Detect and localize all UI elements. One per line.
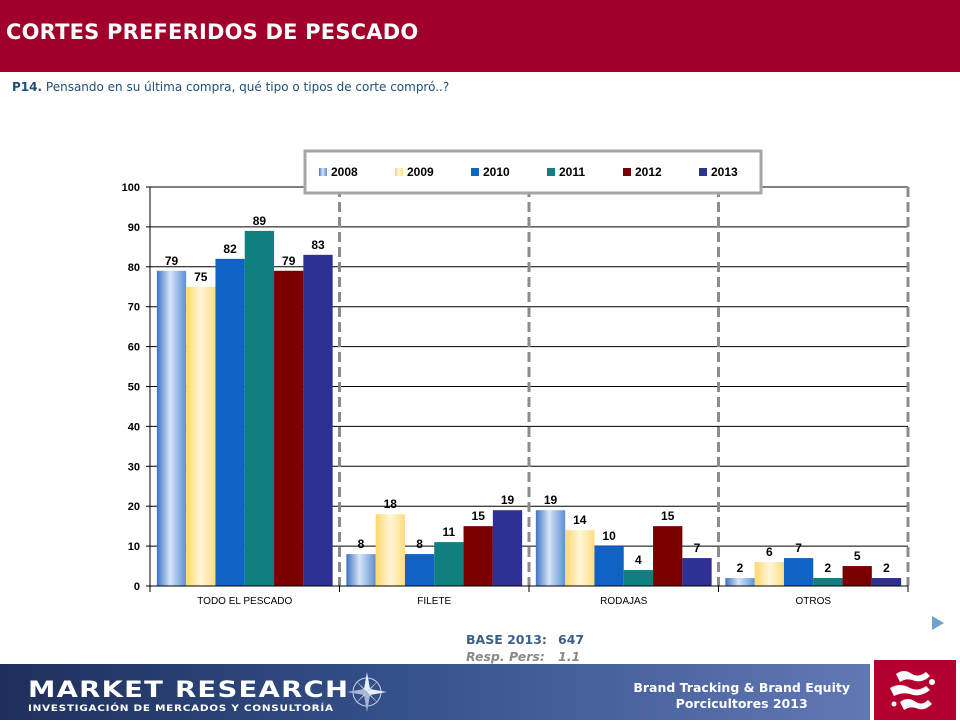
bar-2013 (871, 578, 902, 586)
legend-label: 2013 (711, 165, 738, 179)
corner-logo (870, 660, 960, 720)
legend-label: 2009 (407, 165, 434, 179)
bar-2010 (404, 554, 435, 586)
compass-rose-icon (347, 672, 387, 712)
data-label: 8 (416, 537, 423, 551)
brand-tracking-label: Brand Tracking & Brand Equity Porciculto… (633, 680, 850, 712)
legend-swatch-2008 (319, 168, 327, 176)
data-label: 2 (825, 561, 832, 575)
resp-label: Resp. Pers: (466, 649, 545, 664)
legend-label: 2012 (635, 165, 662, 179)
data-label: 14 (573, 513, 587, 527)
next-arrow-icon[interactable] (812, 616, 944, 630)
bar-2010 (783, 558, 814, 586)
data-label: 83 (311, 238, 325, 252)
data-label: 18 (384, 497, 398, 511)
data-label: 15 (661, 509, 675, 523)
y-tick-label: 30 (128, 461, 140, 473)
data-label: 19 (544, 493, 558, 507)
data-label: 7 (694, 541, 701, 555)
bar-2012 (274, 270, 304, 586)
bar-2013 (682, 558, 712, 586)
resp-value: 1.1 (558, 649, 581, 664)
bar-2010 (215, 258, 245, 586)
question-body: Pensando en su última compra, qué tipo o… (45, 80, 450, 94)
bar-2009 (565, 530, 595, 586)
resp-row: Resp. Pers: 1.1 (466, 648, 584, 665)
data-label: 10 (602, 529, 616, 543)
data-label: 89 (253, 214, 267, 228)
data-label: 79 (165, 254, 179, 268)
base-label: BASE 2013: (466, 632, 547, 647)
x-tick-label: OTROS (795, 596, 831, 607)
bar-2012 (653, 526, 683, 586)
legend-swatch-2010 (471, 168, 479, 176)
footer-band: MARKET RESEARCH INVESTIGACIÓN DE MERCADO… (0, 664, 870, 720)
legend-label: 2011 (559, 165, 585, 179)
question-number: P14. (12, 80, 43, 94)
data-label: 5 (854, 549, 861, 563)
x-tick-label: FILETE (417, 596, 451, 607)
bar-2008 (346, 554, 376, 586)
legend-box (303, 149, 763, 195)
data-label: 2 (737, 561, 744, 575)
legend-swatch-2009 (395, 168, 403, 176)
bar-2008 (156, 270, 187, 586)
y-tick-label: 0 (134, 581, 140, 593)
bar-2012 (463, 526, 493, 586)
bar-2013 (492, 510, 523, 586)
y-tick-label: 40 (128, 421, 140, 433)
brand-line-1: Brand Tracking & Brand Equity (633, 680, 850, 695)
data-label: 8 (358, 537, 365, 551)
data-label: 15 (472, 509, 486, 523)
y-tick-label: 60 (128, 342, 140, 354)
question-text: P14. Pensando en su última compra, qué t… (12, 80, 449, 94)
base-info: BASE 2013: 647 Resp. Pers: 1.1 (466, 631, 584, 665)
market-research-logo: MARKET RESEARCH (28, 678, 350, 703)
x-tick-label: RODAJAS (600, 596, 648, 607)
data-label: 6 (766, 545, 773, 559)
legend-swatch-2011 (547, 168, 555, 176)
bar-2013 (303, 254, 333, 586)
data-label: 75 (194, 270, 208, 284)
base-row: BASE 2013: 647 (466, 631, 584, 648)
bar-chart: 79 75 82 89 79 83 8 18 8 11 15 19 19 14 10 4 15 7 2 6 7 2 5 2 0… (122, 149, 944, 630)
bar-2011 (244, 230, 275, 586)
header-band (0, 0, 960, 72)
bar-2008 (725, 578, 755, 586)
data-label: 11 (443, 525, 456, 539)
legend-swatch-2012 (623, 168, 631, 176)
base-value: 647 (558, 632, 585, 647)
data-label: 7 (795, 541, 802, 555)
legend-label: 2010 (483, 165, 510, 179)
legend-swatch-2013 (699, 168, 707, 176)
y-tick-label: 20 (128, 501, 140, 513)
bar-2010 (594, 546, 624, 586)
bar-2011 (813, 578, 843, 586)
bar-2011 (623, 570, 654, 586)
y-tick-label: 100 (122, 182, 140, 194)
y-tick-label: 10 (128, 541, 140, 553)
bar-2012 (842, 566, 872, 586)
data-label: 2 (883, 561, 890, 575)
data-label: 19 (501, 493, 515, 507)
legend-label: 2008 (331, 165, 358, 179)
page-title: CORTES PREFERIDOS DE PESCADO (6, 20, 419, 44)
data-label: 82 (223, 242, 237, 256)
bar-2008 (535, 510, 566, 586)
data-label: 4 (635, 553, 642, 567)
y-tick-label: 70 (128, 302, 140, 314)
market-research-tagline: INVESTIGACIÓN DE MERCADOS Y CONSULTORÍA (28, 704, 334, 714)
porcicultores-logo-icon (890, 671, 935, 710)
bar-2009 (375, 514, 405, 586)
bar-2009 (754, 562, 784, 586)
y-tick-label: 90 (128, 222, 140, 234)
y-tick-label: 50 (128, 382, 140, 394)
bar-2011 (434, 542, 464, 586)
x-tick-label: TODO EL PESCADO (197, 596, 292, 607)
y-tick-label: 80 (128, 262, 140, 274)
data-label: 79 (282, 254, 296, 268)
brand-line-2: Porcicultores 2013 (675, 696, 808, 711)
bar-2009 (186, 286, 216, 586)
